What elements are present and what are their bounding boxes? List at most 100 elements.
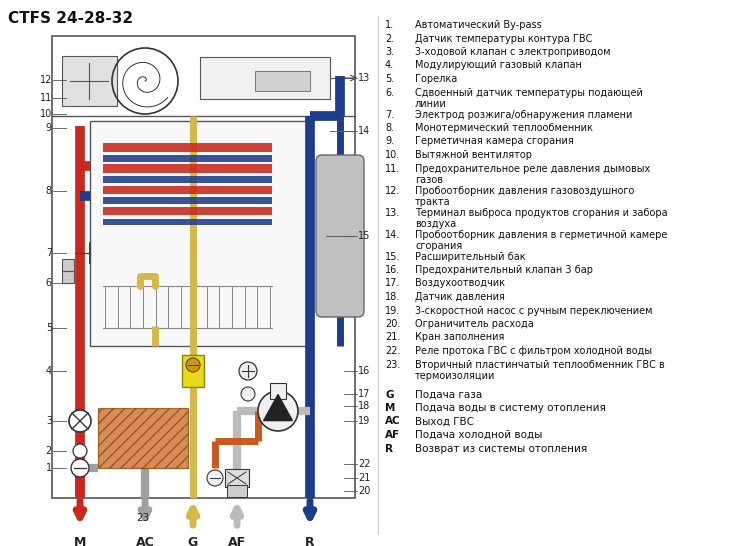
Text: AF: AF xyxy=(228,536,246,546)
Text: 22: 22 xyxy=(358,459,371,469)
Text: Вторичный пластинчатый теплообменник ГВС в
термоизоляции: Вторичный пластинчатый теплообменник ГВС… xyxy=(415,359,665,381)
Bar xyxy=(103,176,272,183)
Circle shape xyxy=(207,470,223,486)
Text: 2: 2 xyxy=(46,446,52,456)
Text: 22.: 22. xyxy=(385,346,401,356)
Bar xyxy=(270,383,286,399)
Text: 3.: 3. xyxy=(385,47,394,57)
Text: CTFS 24-28-32: CTFS 24-28-32 xyxy=(8,11,133,26)
Text: Электрод розжига/обнаружения пламени: Электрод розжига/обнаружения пламени xyxy=(415,110,632,120)
Text: Герметичная камера сгорания: Герметичная камера сгорания xyxy=(415,136,574,146)
Text: 3-скоростной насос с ручным переключением: 3-скоростной насос с ручным переключение… xyxy=(415,306,652,316)
Circle shape xyxy=(186,358,200,372)
Text: Вытяжной вентилятор: Вытяжной вентилятор xyxy=(415,150,532,160)
Bar xyxy=(52,36,355,498)
Text: 21: 21 xyxy=(358,473,370,483)
Bar xyxy=(227,485,247,497)
Text: 20: 20 xyxy=(358,486,370,496)
Text: 11: 11 xyxy=(40,93,52,103)
Text: Модулирующий газовый клапан: Модулирующий газовый клапан xyxy=(415,61,582,70)
Text: 16.: 16. xyxy=(385,265,400,275)
Text: Терминал выброса продуктов сгорания и забора
воздуха: Терминал выброса продуктов сгорания и за… xyxy=(415,207,667,229)
Text: 10: 10 xyxy=(40,109,52,119)
Text: Датчик температуры контура ГВС: Датчик температуры контура ГВС xyxy=(415,33,592,44)
Text: 3: 3 xyxy=(46,416,52,426)
Text: 23: 23 xyxy=(136,513,150,523)
Bar xyxy=(90,121,310,346)
Text: G: G xyxy=(385,389,393,400)
Bar xyxy=(103,155,272,162)
Text: 12: 12 xyxy=(40,75,52,85)
Bar xyxy=(225,469,249,487)
Text: G: G xyxy=(188,536,198,546)
Text: 15: 15 xyxy=(358,231,370,241)
FancyBboxPatch shape xyxy=(316,155,364,317)
Text: 16: 16 xyxy=(358,366,370,376)
Text: Реле протока ГВС с фильтром холодной воды: Реле протока ГВС с фильтром холодной вод… xyxy=(415,346,652,356)
Text: Подача воды в систему отопления: Подача воды в систему отопления xyxy=(415,403,606,413)
Text: AC: AC xyxy=(136,536,154,546)
Text: 14: 14 xyxy=(358,126,370,136)
Text: 3-ходовой клапан с электроприводом: 3-ходовой клапан с электроприводом xyxy=(415,47,610,57)
Circle shape xyxy=(239,362,257,380)
Text: M: M xyxy=(385,403,395,413)
Polygon shape xyxy=(264,395,292,420)
Bar xyxy=(62,259,74,271)
Circle shape xyxy=(69,410,91,432)
Circle shape xyxy=(258,391,298,431)
Text: AF: AF xyxy=(385,430,400,440)
Text: Ограничитель расхода: Ограничитель расхода xyxy=(415,319,534,329)
Text: 4.: 4. xyxy=(385,61,394,70)
Text: Пробоотборник давления в герметичной камере
сгорания: Пробоотборник давления в герметичной кам… xyxy=(415,229,667,251)
Text: 15.: 15. xyxy=(385,252,401,262)
Bar xyxy=(62,56,117,106)
Text: M: M xyxy=(74,536,86,546)
Text: Предохранительное реле давления дымовых
газов: Предохранительное реле давления дымовых … xyxy=(415,163,650,185)
Bar xyxy=(255,71,310,91)
Text: 19: 19 xyxy=(358,416,370,426)
Text: 17.: 17. xyxy=(385,278,401,288)
Text: 14.: 14. xyxy=(385,229,400,240)
Bar xyxy=(103,164,272,173)
Text: 18.: 18. xyxy=(385,292,400,302)
Text: 6.: 6. xyxy=(385,87,394,98)
Text: Подача холодной воды: Подача холодной воды xyxy=(415,430,542,440)
Text: 5: 5 xyxy=(46,323,52,333)
Text: 5.: 5. xyxy=(385,74,394,84)
Text: 6: 6 xyxy=(46,278,52,288)
Text: 11.: 11. xyxy=(385,163,400,174)
Text: Возврат из системы отопления: Возврат из системы отопления xyxy=(415,443,587,454)
Text: Выход ГВС: Выход ГВС xyxy=(415,417,474,426)
Text: 20.: 20. xyxy=(385,319,401,329)
Text: 17: 17 xyxy=(358,389,370,399)
Text: 19.: 19. xyxy=(385,306,400,316)
Text: Автоматический By-pass: Автоматический By-pass xyxy=(415,20,542,30)
Text: Сдвоенный датчик температуры подающей
линии: Сдвоенный датчик температуры подающей ли… xyxy=(415,87,643,109)
Text: 9: 9 xyxy=(46,123,52,133)
Text: 13: 13 xyxy=(358,73,370,83)
Text: 9.: 9. xyxy=(385,136,394,146)
Text: 21.: 21. xyxy=(385,333,401,342)
Text: 1: 1 xyxy=(46,463,52,473)
Bar xyxy=(62,271,74,283)
Text: Расширительный бак: Расширительный бак xyxy=(415,252,526,262)
Text: Воздухоотводчик: Воздухоотводчик xyxy=(415,278,505,288)
Bar xyxy=(182,355,204,387)
Text: R: R xyxy=(305,536,315,546)
Text: Подача газа: Подача газа xyxy=(415,389,482,400)
Text: Горелка: Горелка xyxy=(415,74,457,84)
Bar xyxy=(103,218,272,225)
Bar xyxy=(103,198,272,204)
Text: 10.: 10. xyxy=(385,150,400,160)
Text: Монотермический теплообменник: Монотермический теплообменник xyxy=(415,123,593,133)
Text: Датчик давления: Датчик давления xyxy=(415,292,505,302)
Bar xyxy=(98,408,188,468)
Text: 12.: 12. xyxy=(385,186,401,195)
Text: 4: 4 xyxy=(46,366,52,376)
Text: Кран заполнения: Кран заполнения xyxy=(415,333,504,342)
Circle shape xyxy=(71,459,89,477)
Text: 7.: 7. xyxy=(385,110,394,120)
Circle shape xyxy=(73,444,87,458)
Text: 2.: 2. xyxy=(385,33,394,44)
Text: 1.: 1. xyxy=(385,20,394,30)
